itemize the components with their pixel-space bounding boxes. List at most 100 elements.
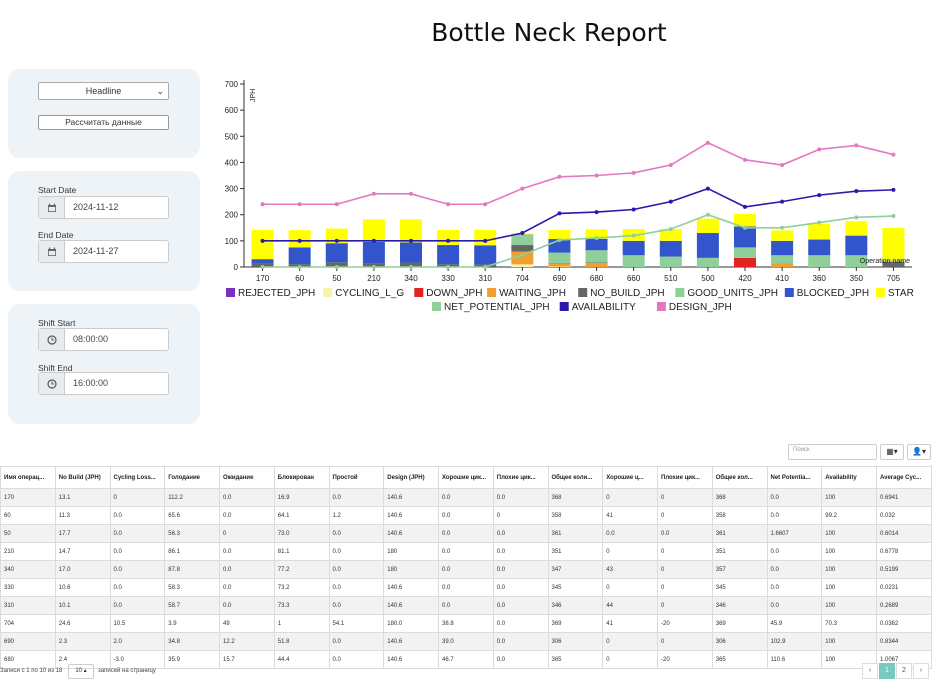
table-cell: 2.3 xyxy=(54,632,111,651)
table-row[interactable]: 210 14.7 0.0 86.1 0.0 81.1 0.0 180 0.0 0.0 351 0 0 35… xyxy=(0,542,932,561)
shift-start-field[interactable]: 08:00:00 xyxy=(38,328,169,351)
x-tick-label: 210 xyxy=(367,274,381,283)
table-cell: 100 xyxy=(821,632,877,651)
table-cell: 0.0 xyxy=(109,578,166,597)
calculate-button[interactable]: Рассчитать данные xyxy=(38,115,169,130)
y-tick-label: 100 xyxy=(225,237,239,246)
column-header[interactable]: Хорошие ц... xyxy=(602,466,658,489)
table-cell: 60 xyxy=(0,506,56,525)
column-header[interactable]: Availability xyxy=(821,466,877,489)
results-table: Имя операц... No Build (JPH) Cycling Loss.… xyxy=(0,466,932,669)
y-axis-label: JPH xyxy=(250,89,257,102)
table-row[interactable]: 310 10.1 0.0 58.7 0.0 73.3 0.0 140.6 0.0 0.0 346 44… xyxy=(0,596,932,615)
legend-label: NET_POTENTIAL_JPH xyxy=(444,302,550,313)
caret-icon: ▴ xyxy=(82,668,87,674)
table-cell: 1.2 xyxy=(328,506,385,525)
point-net-potential-jph xyxy=(817,220,822,225)
table-cell: 15.7 xyxy=(219,650,275,669)
point-availability xyxy=(817,193,822,198)
column-header[interactable]: Плохие цик... xyxy=(492,466,549,489)
column-header[interactable]: Общее кол... xyxy=(711,466,768,489)
column-header[interactable]: Design (JPH) xyxy=(383,466,439,489)
bar-waiting-jph xyxy=(771,263,794,267)
table-cell: 0.0 xyxy=(492,524,549,543)
page-1-button[interactable]: 1 xyxy=(879,663,895,679)
table-cell: 180 xyxy=(383,560,439,579)
shift-start-label: Shift Start xyxy=(38,318,76,328)
legend-swatch xyxy=(875,288,885,297)
page-size-label: записей на страницу xyxy=(98,668,156,674)
table-cell: 0.0 xyxy=(219,488,275,507)
next-page-button[interactable]: › xyxy=(913,663,929,679)
column-header[interactable]: No Build (JPH) xyxy=(54,466,111,489)
table-row[interactable]: 170 13.1 0 112.2 0.0 16.9 0.0 140.6 0.0 0.0 368 0 0 3… xyxy=(0,488,932,507)
table-row[interactable]: 60 11.3 0.0 65.6 0.0 64.1 1.2 140.6 0.0 0 358 41 0 35… xyxy=(0,506,932,525)
table-cell: 17.0 xyxy=(54,560,111,579)
x-tick-label: 170 xyxy=(256,274,270,283)
table-cell: 56.3 xyxy=(164,524,220,543)
date-range-panel: Start Date 2024-11-12 End Date 2024-11-2… xyxy=(8,171,200,291)
point-net-potential-jph xyxy=(371,265,376,269)
bar-good-units-jph xyxy=(771,255,794,264)
table-cell: 0.0 xyxy=(328,542,385,561)
table-row[interactable]: 50 17.7 0.0 56.3 0 73.0 0.0 140.6 0.0 0.0 361 0.0 0.… xyxy=(0,524,932,543)
table-cell: 345 xyxy=(547,578,604,597)
bar-no-build-jph xyxy=(400,262,422,267)
start-date-field[interactable]: 2024-11-12 xyxy=(38,196,169,219)
bar-blocked-jph xyxy=(362,241,385,264)
table-cell: 0 xyxy=(657,578,713,597)
end-date-field[interactable]: 2024-11-27 xyxy=(38,240,169,263)
y-tick-label: 500 xyxy=(225,132,239,141)
table-cell: 0.5199 xyxy=(876,560,932,579)
report-type-select[interactable]: Headline ⌄ xyxy=(38,82,169,100)
table-row[interactable]: 340 17.0 0.0 87.8 0.0 77.2 0.0 180 0.0 0.0 347 43 0 3… xyxy=(0,560,932,579)
table-cell: 0 xyxy=(602,650,658,669)
x-tick-label: 660 xyxy=(627,274,641,283)
table-cell: 0 xyxy=(602,632,658,651)
bar-no-build-jph xyxy=(548,262,571,264)
table-cell: 0.0 xyxy=(219,578,275,597)
point-design-jph xyxy=(891,152,896,157)
table-cell: 0.0362 xyxy=(876,614,932,633)
table-cell: 0.0 xyxy=(438,578,494,597)
column-header[interactable]: Простой xyxy=(328,466,385,489)
table-cell: 0.0 xyxy=(492,650,549,669)
point-availability xyxy=(854,189,859,194)
table-cell: 140.6 xyxy=(383,488,439,507)
column-header[interactable]: Cycling Loss... xyxy=(109,466,166,489)
column-header[interactable]: Плохие цик... xyxy=(657,466,713,489)
table-row[interactable]: 690 2.3 2.0 34.8 12.2 51.8 0.0 140.6 39.0 0.0 306 0… xyxy=(0,632,932,651)
line-design-jph xyxy=(262,141,894,206)
column-header[interactable]: Net Potentia... xyxy=(766,466,823,489)
table-cell: 0.0 xyxy=(766,488,823,507)
column-header[interactable]: Блокирован xyxy=(273,466,330,489)
shift-end-field[interactable]: 16:00:00 xyxy=(38,372,169,395)
table-search-input[interactable]: Поиск xyxy=(788,444,877,460)
column-header[interactable]: Голодание xyxy=(164,466,220,489)
export-button[interactable]: 👤▾ xyxy=(907,444,931,460)
table-row[interactable]: 704 24.6 10.5 3.9 49 1 54.1 180.0 38.8 0.0 369 41 -2… xyxy=(0,614,932,633)
table-cell: 0 xyxy=(657,632,713,651)
table-cell: 13.1 xyxy=(54,488,111,507)
table-row[interactable]: 680 2.4 -3.0 35.9 15.7 44.4 0.0 140.6 46.7 0.0 365… xyxy=(0,650,932,669)
column-header[interactable]: Общее коли... xyxy=(547,466,604,489)
table-cell: 704 xyxy=(0,614,56,633)
columns-toggle-button[interactable]: ▦▾ xyxy=(880,444,904,460)
column-header[interactable]: Имя операц... xyxy=(0,466,56,489)
table-cell: 0 xyxy=(109,488,166,507)
table-cell: 44 xyxy=(602,596,658,615)
table-cell: 50 xyxy=(0,524,56,543)
column-header[interactable]: Average Cyc... xyxy=(876,466,932,489)
column-header[interactable]: Ожидание xyxy=(219,466,275,489)
prev-page-button[interactable]: ‹ xyxy=(862,663,878,679)
bar-starved-jph xyxy=(325,228,348,244)
table-cell: 77.2 xyxy=(273,560,330,579)
column-header[interactable]: Хорошие цик... xyxy=(438,466,494,489)
table-cell: 0.0 xyxy=(438,560,494,579)
page-size-select[interactable]: 10 ▴ xyxy=(68,664,94,679)
point-design-jph xyxy=(668,163,673,168)
legend-label: CYCLING_L_G xyxy=(335,288,404,299)
bar-blocked-jph xyxy=(771,240,794,256)
table-row[interactable]: 330 10.6 0.0 58.3 0.0 73.2 0.0 140.6 0.0 0.0 345 0 0… xyxy=(0,578,932,597)
page-2-button[interactable]: 2 xyxy=(896,663,912,679)
